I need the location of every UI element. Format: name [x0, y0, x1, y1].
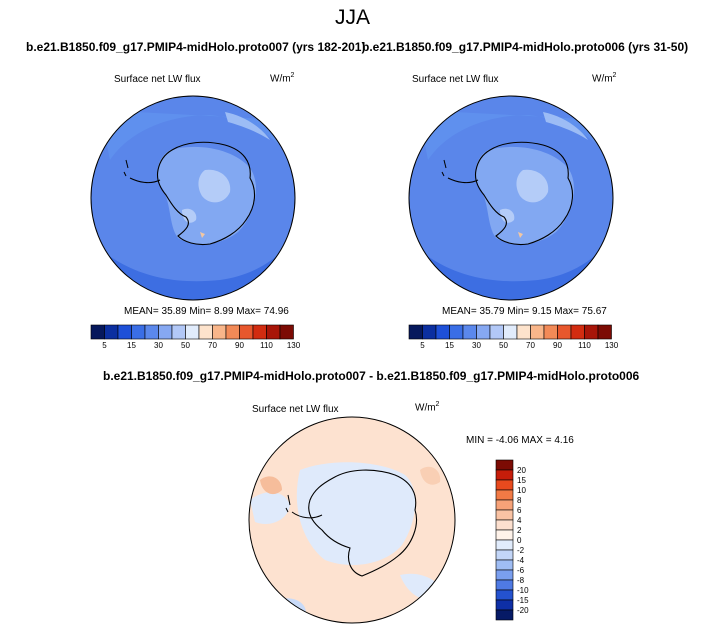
colorbar-swatch	[239, 324, 254, 340]
colorbar-tick-label: 70	[208, 341, 217, 350]
colorbar-swatch	[185, 324, 200, 340]
colorbar-tick-label: 50	[499, 341, 508, 350]
colorbar-tick-label: 130	[287, 341, 301, 350]
colorbar-swatch	[495, 539, 514, 551]
colorbar-tick-label: 90	[235, 341, 244, 350]
colorbar-panel2: 5 15 30 50 70 90 110 130	[408, 324, 619, 350]
colorbar-swatch	[495, 509, 514, 521]
colorbar-tick-label: 5	[102, 341, 107, 350]
colorbar-swatch	[495, 459, 514, 471]
colorbar-tick-label: 15	[445, 341, 454, 350]
colorbar-tick-label: -2	[517, 546, 525, 555]
colorbar-swatch	[495, 489, 514, 501]
colorbar-tick-label: 6	[517, 506, 522, 515]
colorbar-tick-label: 4	[517, 516, 522, 525]
colorbar-swatch	[212, 324, 227, 340]
colorbar-tick-label: 10	[517, 486, 526, 495]
colorbar-swatch	[408, 324, 423, 340]
colorbar-swatch	[422, 324, 437, 340]
colorbar-swatch	[495, 549, 514, 561]
diff-units: W/m2	[415, 401, 440, 414]
panel1-title: b.e21.B1850.f09_g17.PMIP4-midHolo.proto0…	[26, 40, 366, 54]
colorbar-swatch	[449, 324, 464, 340]
colorbar-tick-label: 110	[578, 341, 591, 350]
colorbar-swatch	[495, 609, 514, 621]
colorbar-swatch	[158, 324, 173, 340]
colorbar-swatch	[131, 324, 146, 340]
colorbar-swatch	[503, 324, 518, 340]
colorbar-swatch	[597, 324, 612, 340]
map-diff	[248, 416, 456, 624]
colorbar-swatch	[198, 324, 213, 340]
colorbar-swatch	[516, 324, 531, 340]
panel2-title: b.e21.B1850.f09_g17.PMIP4-midHolo.proto0…	[362, 40, 689, 54]
colorbar-swatch	[279, 324, 294, 340]
panel1-units: W/m2	[270, 72, 295, 85]
colorbar-swatch	[570, 324, 585, 340]
colorbar-tick-label: 5	[420, 341, 425, 350]
colorbar-swatch	[495, 579, 514, 591]
panel1-stats: MEAN= 35.89 Min= 8.99 Max= 74.96	[124, 306, 289, 317]
season-title: JJA	[334, 6, 370, 29]
colorbar-tick-label: 20	[517, 466, 526, 475]
colorbar-tick-label: -15	[517, 596, 529, 605]
colorbar-tick-label: 30	[472, 341, 481, 350]
colorbar-swatch	[495, 529, 514, 541]
colorbar-tick-label: 110	[260, 341, 273, 350]
colorbar-tick-label: 50	[181, 341, 190, 350]
colorbar-swatch	[495, 519, 514, 531]
colorbar-swatch	[495, 499, 514, 511]
map-panel2	[408, 95, 614, 301]
colorbar-tick-label: 90	[553, 341, 562, 350]
colorbar-swatch	[584, 324, 599, 340]
colorbar-swatch	[266, 324, 281, 340]
colorbar-swatch	[476, 324, 491, 340]
colorbar-tick-label: 8	[517, 496, 522, 505]
colorbar-swatch	[557, 324, 572, 340]
colorbar-swatch	[252, 324, 267, 340]
colorbar-tick-label: -4	[517, 556, 525, 565]
colorbar-swatch	[171, 324, 186, 340]
map-panel1	[90, 95, 296, 301]
colorbar-swatch	[462, 324, 477, 340]
diff-stats: MIN = -4.06 MAX = 4.16	[466, 435, 574, 446]
colorbar-swatch	[495, 479, 514, 491]
colorbar-tick-label: 130	[605, 341, 619, 350]
colorbar-tick-label: -10	[517, 586, 529, 595]
colorbar-tick-label: 0	[517, 536, 522, 545]
panel2-units: W/m2	[592, 72, 617, 85]
colorbar-swatch	[90, 324, 105, 340]
colorbar-swatch	[435, 324, 450, 340]
colorbar-swatch	[117, 324, 132, 340]
colorbar-swatch	[225, 324, 240, 340]
colorbar-panel1: 5 15 30 50 70 90 110 130	[90, 324, 301, 350]
colorbar-tick-label: 15	[517, 476, 526, 485]
colorbar-swatch	[489, 324, 504, 340]
panel2-stats: MEAN= 35.79 Min= 9.15 Max= 75.67	[442, 306, 607, 317]
colorbar-swatch	[530, 324, 545, 340]
colorbar-tick-label: 30	[154, 341, 163, 350]
colorbar-tick-label: 15	[127, 341, 136, 350]
colorbar-tick-label: -8	[517, 576, 525, 585]
colorbar-tick-label: -20	[517, 606, 529, 615]
colorbar-swatch	[495, 559, 514, 571]
colorbar-swatch	[144, 324, 159, 340]
diff-variable: Surface net LW flux	[252, 404, 339, 415]
colorbar-tick-label: 70	[526, 341, 535, 350]
diff-title: b.e21.B1850.f09_g17.PMIP4-midHolo.proto0…	[103, 369, 640, 383]
colorbar-swatch	[495, 589, 514, 601]
colorbar-swatch	[104, 324, 119, 340]
panel2-variable: Surface net LW flux	[412, 74, 499, 85]
panel1-variable: Surface net LW flux	[114, 74, 201, 85]
colorbar-swatch	[495, 599, 514, 611]
colorbar-swatch	[495, 469, 514, 481]
colorbar-swatch	[543, 324, 558, 340]
colorbar-swatch	[495, 569, 514, 581]
colorbar-tick-label: -6	[517, 566, 525, 575]
colorbar-tick-label: 2	[517, 526, 522, 535]
